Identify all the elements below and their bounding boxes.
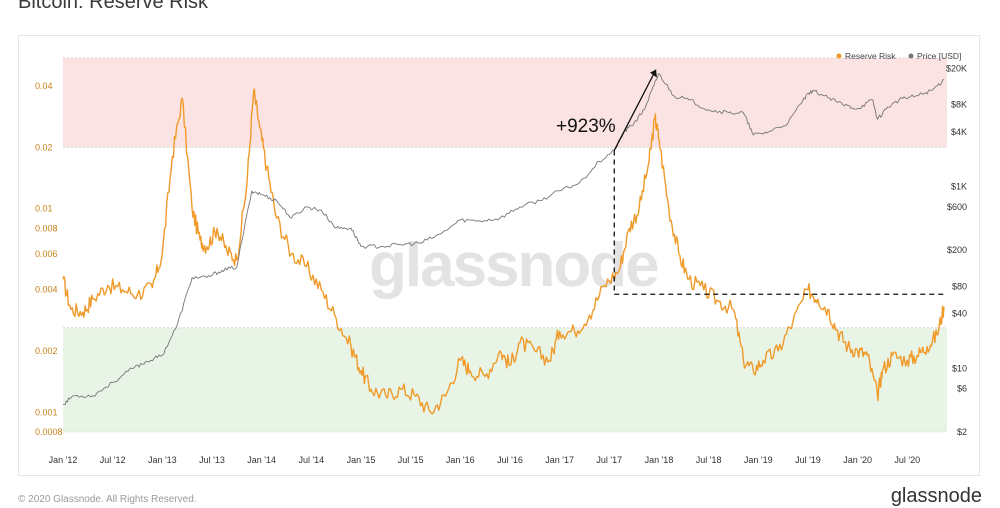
band-high-risk xyxy=(63,58,947,148)
y-right-tick-label: $600 xyxy=(947,202,967,212)
y-right-tick-label: $200 xyxy=(947,245,967,255)
annotation-label: +923% xyxy=(556,116,616,137)
reserve-risk-chart: 0.0008 0.001 0.002 0.004 0.006 0.008 0.01 0.02 0… xyxy=(35,51,967,465)
y-left-tick-label: 0.01 xyxy=(35,204,53,214)
y-left-tick-label: 0.0008 xyxy=(35,427,63,437)
x-tick-label: Jan '12 xyxy=(49,455,78,465)
y-left-tick-label: 0.004 xyxy=(35,285,58,295)
y-right-tick-label: $6 xyxy=(957,384,967,394)
y-right-tick-label: $1K xyxy=(951,182,967,192)
legend-marker xyxy=(908,53,914,59)
page-title: Bitcoin: Reserve Risk xyxy=(18,0,209,13)
x-tick-label: Jul '18 xyxy=(696,455,722,465)
x-tick-label: Jul '20 xyxy=(894,455,920,465)
x-tick-label: Jan '18 xyxy=(645,455,674,465)
risk-bands xyxy=(63,57,947,433)
x-tick-label: Jan '16 xyxy=(446,455,475,465)
y-right-tick-label: $10 xyxy=(952,363,967,373)
x-tick-label: Jan '14 xyxy=(247,455,276,465)
y-right-tick-label: $2 xyxy=(957,427,967,437)
legend: Reserve Risk Price [USD] xyxy=(836,51,961,61)
x-tick-label: Jul '15 xyxy=(398,455,424,465)
series-line-reserve-risk xyxy=(62,88,945,415)
y-left-tick-label: 0.04 xyxy=(35,81,53,91)
x-tick-label: Jan '19 xyxy=(744,455,773,465)
series-lines xyxy=(62,73,945,415)
legend-label: Price [USD] xyxy=(917,51,961,61)
legend-label: Reserve Risk xyxy=(845,51,896,61)
annotation-lines xyxy=(613,69,945,295)
footer-copyright: © 2020 Glassnode. All Rights Reserved. xyxy=(18,494,197,505)
y-axis-left: 0.0008 0.001 0.002 0.004 0.006 0.008 0.01 0.02 0… xyxy=(35,81,63,437)
chart-card: 0.0008 0.001 0.002 0.004 0.006 0.008 0.01 0.02 0… xyxy=(18,35,980,476)
annotation-arrow-line xyxy=(613,69,657,151)
x-tick-label: Jan '17 xyxy=(545,455,574,465)
y-right-tick-label: $80 xyxy=(952,281,967,291)
band-low-risk xyxy=(63,327,947,432)
y-right-tick-label: $40 xyxy=(952,309,967,319)
y-left-tick-label: 0.001 xyxy=(35,407,58,417)
y-right-tick-label: $4K xyxy=(951,127,967,137)
y-left-tick-label: 0.008 xyxy=(35,223,58,233)
y-left-tick-label: 0.002 xyxy=(35,346,58,356)
x-tick-label: Jul '13 xyxy=(199,455,225,465)
x-tick-label: Jul '12 xyxy=(100,455,126,465)
y-axis-right: $2 $6 $10 $40 $80 $200 $600 $1K $4K $8K $20K xyxy=(946,63,967,437)
brand-logo: glassnode xyxy=(890,485,982,507)
x-tick-label: Jul '17 xyxy=(596,455,622,465)
y-right-tick-label: $20K xyxy=(946,63,967,73)
y-left-tick-label: 0.02 xyxy=(35,142,53,152)
x-tick-label: Jul '14 xyxy=(298,455,324,465)
series-line-price xyxy=(62,73,945,406)
y-right-tick-label: $8K xyxy=(951,100,967,110)
x-tick-label: Jan '13 xyxy=(148,455,177,465)
x-tick-label: Jan '15 xyxy=(347,455,376,465)
y-left-tick-label: 0.006 xyxy=(35,249,58,259)
x-tick-label: Jul '16 xyxy=(497,455,523,465)
legend-marker xyxy=(836,53,842,59)
annotation-arrowhead xyxy=(649,69,657,78)
x-tick-label: Jan '20 xyxy=(843,455,872,465)
x-tick-label: Jul '19 xyxy=(795,455,821,465)
x-axis: Jan '12 Jul '12 Jan '13 Jul '13 Jan '14 Jul '… xyxy=(49,455,921,465)
